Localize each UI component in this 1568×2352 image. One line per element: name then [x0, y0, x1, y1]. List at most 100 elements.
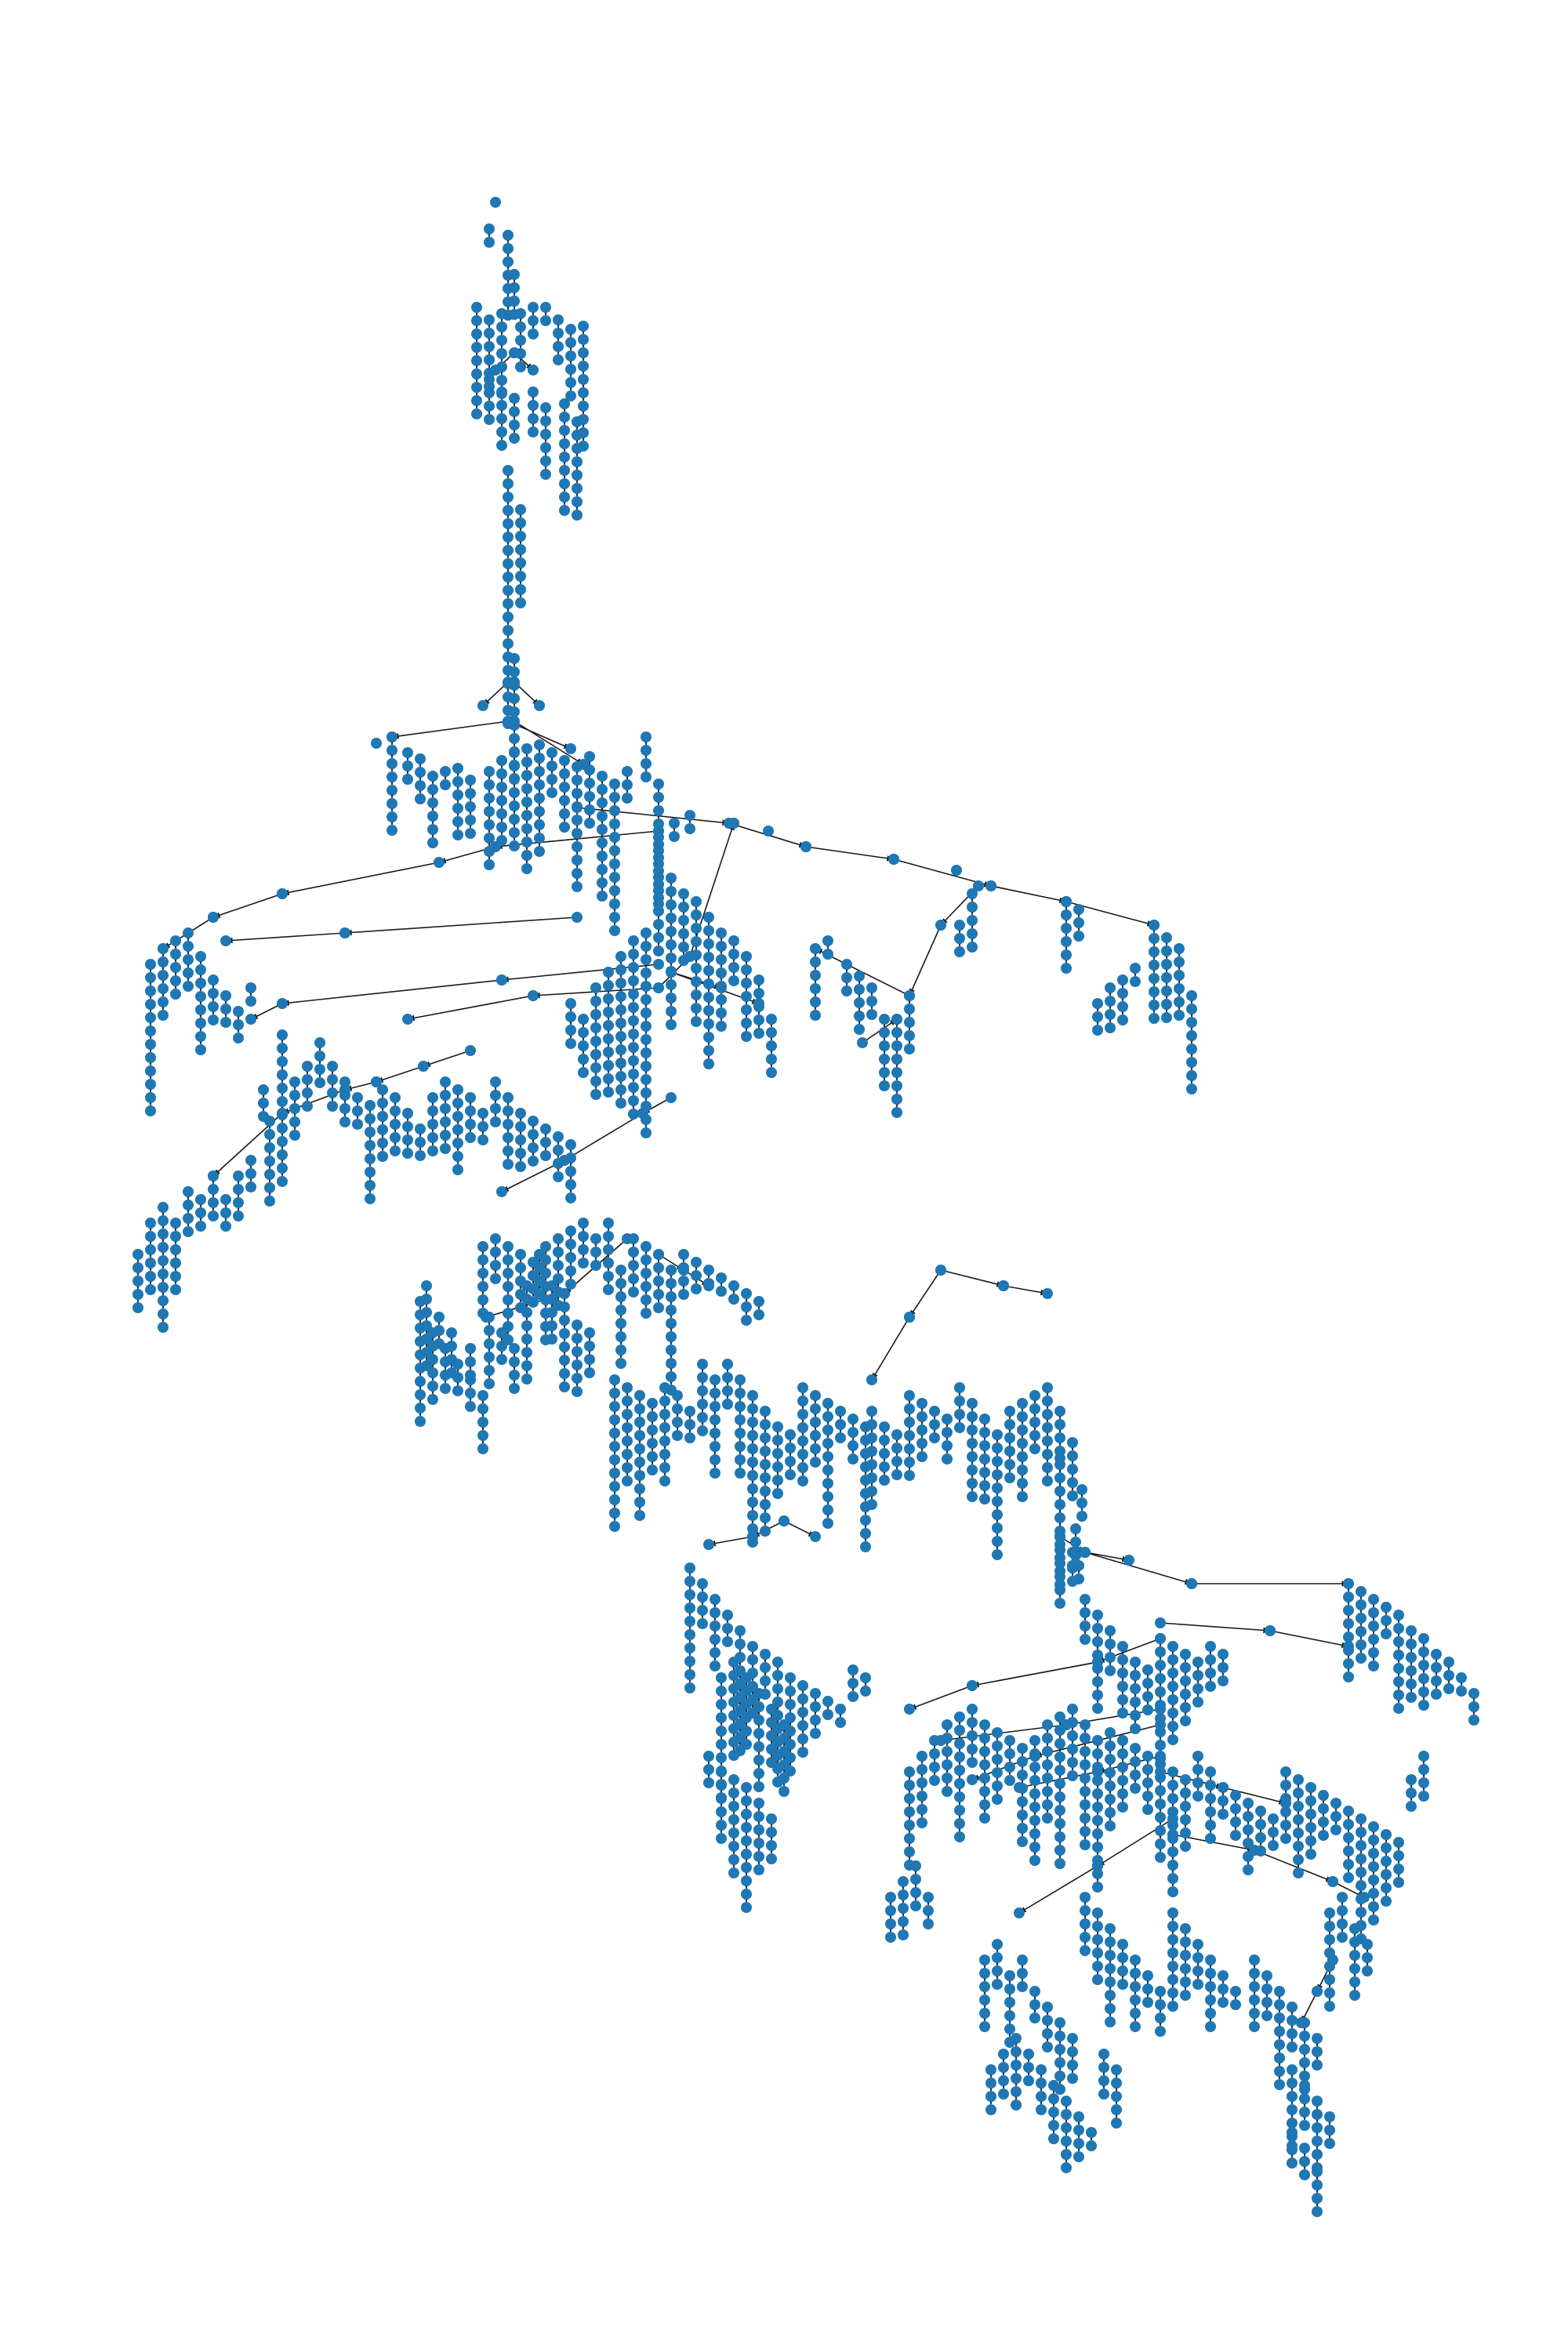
node [967, 1717, 978, 1728]
node [584, 791, 595, 802]
node [967, 1478, 978, 1489]
node [484, 1365, 495, 1376]
edge [940, 1269, 1004, 1287]
node [565, 350, 576, 361]
node [1205, 1780, 1216, 1791]
node [528, 365, 539, 376]
node [810, 996, 821, 1007]
node [760, 1406, 771, 1417]
node [810, 1688, 821, 1699]
node [691, 1270, 702, 1281]
node [1105, 1963, 1116, 1974]
node [710, 1401, 720, 1412]
node [509, 814, 520, 825]
node [979, 1440, 990, 1451]
node [985, 880, 996, 891]
node [810, 1443, 821, 1454]
node [785, 1712, 796, 1723]
node [402, 1014, 413, 1025]
node [879, 1475, 890, 1486]
node [170, 949, 181, 960]
node [1017, 1981, 1028, 1992]
node [728, 1867, 739, 1878]
node [741, 1672, 752, 1683]
node [1029, 1751, 1040, 1762]
node [1324, 1907, 1335, 1918]
node [1343, 1872, 1354, 1883]
node [1080, 1892, 1091, 1903]
node [145, 1284, 156, 1295]
node [979, 1467, 990, 1478]
node [540, 469, 551, 480]
node [1312, 2109, 1323, 2120]
node [898, 1916, 909, 1927]
node [377, 1151, 388, 1162]
node [904, 1846, 915, 1857]
node [992, 1965, 1003, 1976]
node [158, 1322, 169, 1333]
node [1029, 1443, 1040, 1454]
node [672, 1417, 683, 1428]
node [1180, 1976, 1191, 1987]
node [1167, 1886, 1178, 1897]
node [1054, 1831, 1065, 1842]
node [753, 1728, 764, 1739]
node [427, 1105, 438, 1116]
node [1080, 1547, 1091, 1558]
node [1261, 1997, 1272, 2008]
node [1268, 1840, 1279, 1851]
node [641, 1241, 652, 1252]
node [691, 896, 702, 907]
node [1362, 1939, 1373, 1950]
node [1054, 2071, 1065, 2082]
node [647, 1398, 658, 1409]
node [1356, 1639, 1367, 1650]
node [622, 1396, 633, 1406]
node [440, 1076, 451, 1087]
node [1312, 2033, 1323, 2044]
node [1061, 2109, 1072, 2120]
node [339, 1116, 350, 1127]
node [1130, 963, 1141, 974]
node [785, 1672, 796, 1683]
node [716, 1766, 727, 1777]
node [615, 1345, 626, 1356]
node [985, 2064, 996, 2075]
node [609, 872, 620, 883]
node [1167, 1766, 1178, 1777]
node [1280, 1820, 1291, 1831]
node [565, 998, 576, 1009]
node [490, 1103, 501, 1114]
node [866, 1446, 877, 1457]
node [1054, 1584, 1065, 1595]
node [496, 975, 507, 985]
node [1017, 1451, 1028, 1462]
node [1468, 1715, 1479, 1726]
node [521, 797, 532, 808]
node [597, 851, 608, 862]
node [1029, 1390, 1040, 1401]
node [484, 354, 495, 365]
node [1105, 1652, 1116, 1663]
node [1180, 1702, 1191, 1713]
node [628, 975, 639, 986]
node [490, 1247, 501, 1258]
node [1117, 1001, 1128, 1012]
node [1167, 1694, 1178, 1705]
node [1017, 1796, 1028, 1807]
node [1117, 1681, 1128, 1692]
node [904, 1430, 915, 1441]
node [1337, 1918, 1348, 1929]
node [277, 1056, 288, 1067]
node [496, 822, 507, 833]
node [1343, 1806, 1354, 1817]
node [716, 994, 727, 1005]
node [716, 1712, 727, 1723]
node [1205, 1994, 1216, 2005]
node [402, 1134, 413, 1145]
node [904, 1704, 915, 1715]
node [628, 1095, 639, 1106]
node [427, 811, 438, 822]
node [741, 1862, 752, 1873]
node [766, 1813, 777, 1824]
